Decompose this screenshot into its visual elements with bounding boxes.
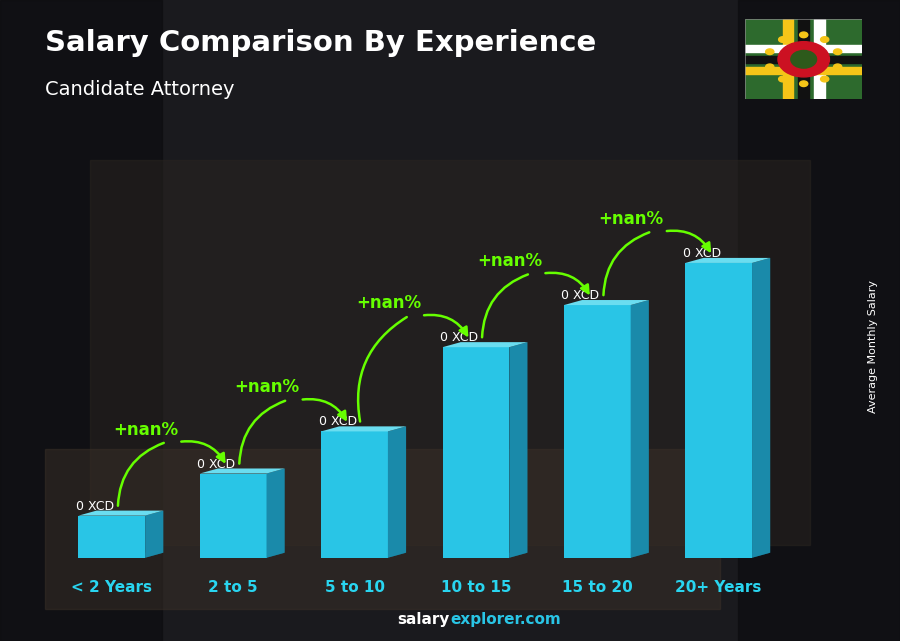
Polygon shape <box>564 305 631 558</box>
Text: +nan%: +nan% <box>598 210 664 228</box>
Text: 0 XCD: 0 XCD <box>319 415 356 428</box>
Polygon shape <box>200 553 284 558</box>
Polygon shape <box>564 300 649 305</box>
Bar <box>0 0 162 641</box>
Text: Salary Comparison By Experience: Salary Comparison By Experience <box>45 29 596 57</box>
Text: explorer.com: explorer.com <box>450 612 561 627</box>
Circle shape <box>766 49 774 54</box>
Text: Average Monthly Salary: Average Monthly Salary <box>868 279 878 413</box>
Polygon shape <box>564 553 649 558</box>
Circle shape <box>766 64 774 70</box>
Polygon shape <box>200 474 266 558</box>
Text: 0 XCD: 0 XCD <box>76 500 114 513</box>
Circle shape <box>791 51 816 68</box>
Polygon shape <box>443 347 509 558</box>
Polygon shape <box>388 426 406 558</box>
Polygon shape <box>266 469 284 558</box>
Text: 0 XCD: 0 XCD <box>197 458 236 470</box>
Polygon shape <box>78 511 163 515</box>
Text: +nan%: +nan% <box>356 294 421 312</box>
Circle shape <box>799 32 808 38</box>
Bar <box>738 0 900 641</box>
Polygon shape <box>321 431 388 558</box>
Polygon shape <box>321 553 406 558</box>
Polygon shape <box>443 342 527 347</box>
Polygon shape <box>200 469 284 474</box>
Polygon shape <box>321 426 406 431</box>
Text: +nan%: +nan% <box>477 252 543 270</box>
Bar <box>814 19 824 99</box>
Circle shape <box>821 76 829 82</box>
Polygon shape <box>631 300 649 558</box>
Bar <box>745 45 862 52</box>
Polygon shape <box>78 515 145 558</box>
Polygon shape <box>509 342 527 558</box>
Text: salary: salary <box>398 612 450 627</box>
Circle shape <box>821 37 829 42</box>
Text: Candidate Attorney: Candidate Attorney <box>45 80 235 99</box>
Bar <box>798 19 809 99</box>
Circle shape <box>778 42 830 77</box>
Circle shape <box>778 76 787 82</box>
Polygon shape <box>78 553 163 558</box>
Circle shape <box>799 81 808 87</box>
Bar <box>783 19 793 99</box>
Text: 0 XCD: 0 XCD <box>440 331 478 344</box>
Bar <box>745 56 862 63</box>
Circle shape <box>833 49 842 54</box>
Polygon shape <box>685 553 770 558</box>
Polygon shape <box>145 511 163 558</box>
Bar <box>90 160 810 545</box>
Bar <box>45 449 720 609</box>
Polygon shape <box>752 258 770 558</box>
Text: 0 XCD: 0 XCD <box>562 289 599 302</box>
Circle shape <box>833 64 842 70</box>
Polygon shape <box>443 553 527 558</box>
Text: +nan%: +nan% <box>235 378 300 397</box>
Polygon shape <box>685 263 752 558</box>
Bar <box>745 67 862 74</box>
Circle shape <box>778 37 787 42</box>
Polygon shape <box>685 258 770 263</box>
Text: 0 XCD: 0 XCD <box>683 247 721 260</box>
Text: +nan%: +nan% <box>113 420 178 438</box>
